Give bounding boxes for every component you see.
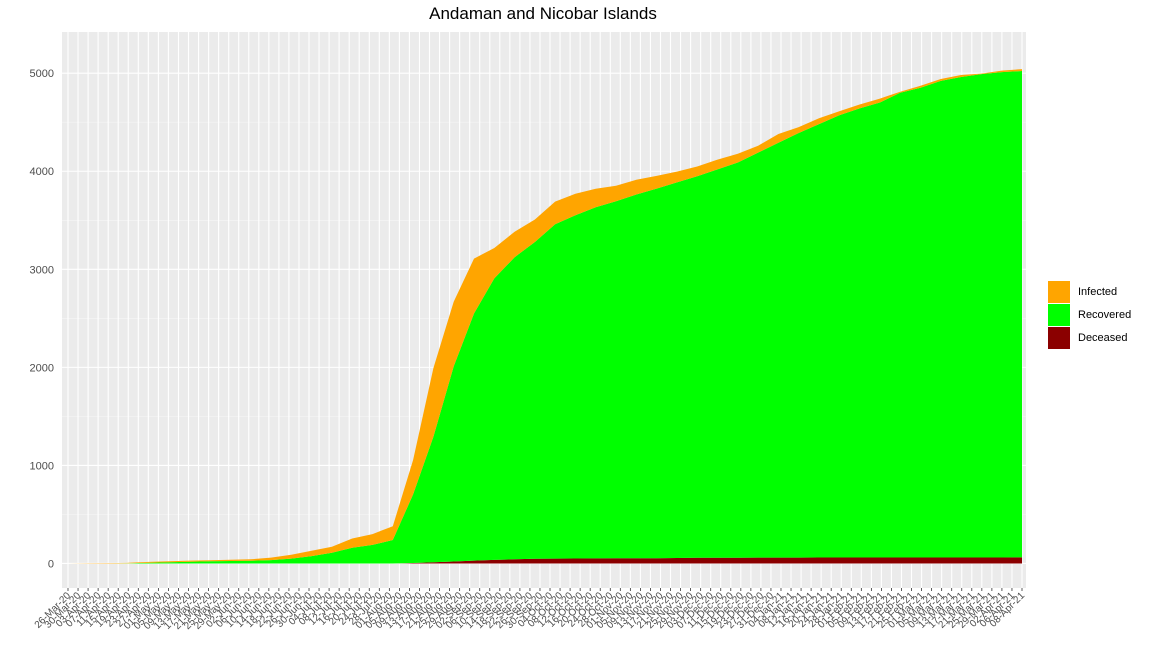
y-tick-label: 3000 bbox=[30, 264, 54, 276]
legend-item-deceased: Deceased bbox=[1048, 326, 1131, 349]
y-tick-label: 2000 bbox=[30, 362, 54, 374]
legend-label-infected: Infected bbox=[1078, 285, 1118, 298]
legend-item-recovered: Recovered bbox=[1048, 303, 1131, 326]
y-tick-label: 0 bbox=[48, 558, 54, 570]
y-axis-ticks: 0 1000 2000 3000 4000 5000 bbox=[30, 68, 54, 570]
legend-label-deceased: Deceased bbox=[1078, 331, 1128, 344]
area-recovered bbox=[68, 71, 1022, 564]
chart-plot: 0 1000 2000 3000 4000 5000 26-Mar-2030-Mar-20… bbox=[30, 32, 1027, 632]
y-tick-label: 5000 bbox=[30, 68, 54, 80]
legend-swatch-deceased bbox=[1048, 326, 1070, 349]
legend-label-recovered: Recovered bbox=[1078, 308, 1132, 321]
legend-swatch-recovered bbox=[1048, 303, 1070, 326]
legend: Infected Recovered Deceased bbox=[1048, 280, 1131, 349]
chart-title: Andaman and Nicobar Islands bbox=[429, 4, 657, 23]
y-tick-label: 4000 bbox=[30, 166, 54, 178]
data-areas bbox=[68, 69, 1022, 564]
legend-item-infected: Infected bbox=[1048, 280, 1131, 303]
area-deceased bbox=[68, 557, 1022, 564]
legend-swatch-infected bbox=[1048, 280, 1070, 303]
y-tick-label: 1000 bbox=[30, 460, 54, 472]
x-axis-ticks: 26-Mar-2030-Mar-2003-Apr-2007-Apr-2011-A… bbox=[33, 588, 1027, 632]
